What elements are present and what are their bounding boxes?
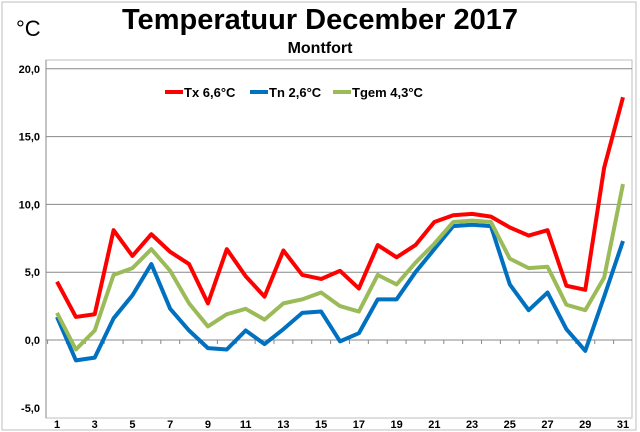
y-tick-label: -5,0: [21, 403, 40, 415]
plot-border: [45, 59, 633, 419]
x-tick-label: 27: [541, 419, 553, 431]
y-axis-label: °C: [16, 16, 41, 41]
x-tick-label: 29: [579, 419, 591, 431]
legend-label: Tgem 4,3°C: [352, 85, 424, 100]
x-tick-label: 23: [466, 419, 478, 431]
chart-title: Temperatuur December 2017: [122, 4, 518, 36]
y-tick-label: 20,0: [19, 64, 40, 76]
x-tick-label: 5: [129, 419, 135, 431]
series-line-2: [55, 183, 625, 352]
x-tick-label: 21: [428, 419, 440, 431]
legend-label: Tn 2,6°C: [269, 85, 322, 100]
y-tick-label: 5,0: [25, 267, 40, 279]
x-tick-label: 3: [92, 419, 98, 431]
x-tick-label: 15: [315, 419, 327, 431]
x-tick-label: 13: [277, 419, 289, 431]
x-tick-label: 17: [353, 419, 365, 431]
x-tick-label: 1: [54, 419, 60, 431]
x-tick-label: 9: [205, 419, 211, 431]
x-tick-label: 25: [504, 419, 516, 431]
chart-subtitle: Montfort: [287, 40, 353, 57]
y-tick-label: 10,0: [19, 199, 40, 211]
legend-label: Tx 6,6°C: [184, 85, 236, 100]
x-tick-label: 11: [240, 419, 252, 431]
x-tick-label: 7: [167, 419, 173, 431]
x-tick-label: 31: [617, 419, 629, 431]
y-tick-label: 0,0: [25, 335, 40, 347]
y-tick-label: 15,0: [19, 132, 40, 144]
x-tick-label: 19: [390, 419, 402, 431]
series-line-0: [55, 96, 625, 319]
